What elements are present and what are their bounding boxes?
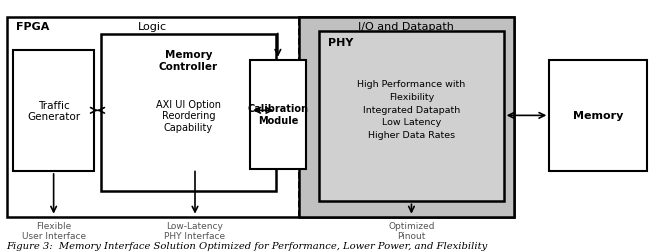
Text: FPGA: FPGA	[16, 21, 49, 32]
Text: Flexible
User Interface: Flexible User Interface	[21, 221, 86, 240]
Bar	[101, 35, 276, 192]
Text: AXI UI Option
Reordering
Capability: AXI UI Option Reordering Capability	[156, 99, 221, 133]
Bar	[13, 50, 94, 171]
Text: Calibration
Module: Calibration Module	[248, 104, 308, 125]
Text: High Performance with
Flexibility
Integrated Datapath
Low Latency
Higher Data Ra: High Performance with Flexibility Integr…	[358, 80, 465, 140]
Bar	[318, 32, 504, 202]
Text: Memory
Controller: Memory Controller	[159, 50, 218, 71]
Bar	[549, 60, 647, 171]
Text: Logic: Logic	[138, 21, 167, 32]
Bar	[299, 18, 514, 217]
Text: Low-Latency
PHY Interface: Low-Latency PHY Interface	[164, 221, 226, 240]
Bar	[250, 60, 306, 169]
Text: PHY: PHY	[328, 38, 354, 48]
Text: Memory: Memory	[573, 111, 623, 121]
Text: I/O and Datapath: I/O and Datapath	[358, 21, 454, 32]
Bar	[6, 18, 514, 217]
Text: Traffic
Generator: Traffic Generator	[27, 100, 80, 122]
Text: Optimized
Pinout: Optimized Pinout	[388, 221, 435, 240]
Text: Figure 3:  Memory Interface Solution Optimized for Performance, Lower Power, and: Figure 3: Memory Interface Solution Opti…	[6, 241, 488, 250]
